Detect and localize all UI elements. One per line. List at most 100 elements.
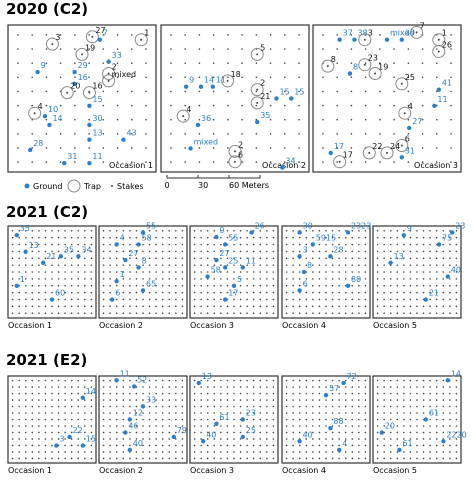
stake — [213, 457, 216, 460]
stake — [350, 48, 353, 50]
stake — [239, 392, 242, 395]
trap-marker — [45, 37, 59, 51]
trap-marker — [395, 77, 409, 91]
stake — [122, 444, 125, 447]
stake — [102, 161, 105, 163]
stake — [122, 451, 125, 453]
stake — [109, 305, 111, 308]
stake — [233, 399, 235, 401]
stake — [220, 451, 222, 453]
stake — [239, 438, 242, 440]
stake — [213, 405, 216, 408]
trap-marker — [28, 106, 42, 120]
stake — [84, 312, 86, 314]
stake — [84, 305, 86, 308]
stake — [338, 257, 340, 260]
stake — [239, 312, 242, 314]
stake — [84, 457, 86, 460]
stake — [435, 257, 438, 260]
stake — [116, 76, 119, 79]
stake — [24, 425, 27, 427]
stake — [455, 412, 458, 414]
stake — [44, 298, 47, 301]
stake — [18, 438, 20, 440]
stake — [396, 257, 399, 260]
stake — [220, 418, 222, 421]
ground-marker — [323, 392, 329, 398]
stake — [226, 451, 229, 453]
point-label: 29 — [78, 61, 88, 70]
stake — [115, 392, 118, 395]
stake — [122, 425, 125, 427]
stake — [102, 243, 105, 246]
ground-marker — [297, 254, 302, 259]
trap-center — [107, 79, 110, 82]
stake — [90, 431, 93, 434]
stake — [57, 271, 60, 273]
ground-marker — [445, 378, 450, 383]
stake — [168, 457, 171, 460]
stake — [364, 250, 367, 253]
stake — [148, 271, 151, 273]
stake — [344, 298, 347, 301]
stake — [44, 278, 47, 280]
stake — [38, 305, 40, 308]
stake — [129, 298, 131, 301]
stake — [51, 291, 53, 294]
stake — [198, 161, 201, 163]
trap-marker — [250, 83, 264, 97]
trap-center — [256, 53, 259, 56]
point-label: mixed — [112, 70, 137, 79]
stake — [351, 412, 354, 414]
panel — [281, 375, 371, 464]
stake — [115, 386, 118, 388]
stake — [115, 271, 118, 273]
point-label: 4 — [186, 105, 191, 114]
stake — [442, 405, 445, 408]
stake — [45, 76, 48, 79]
stake — [351, 291, 354, 294]
stake — [331, 405, 334, 408]
stake — [272, 243, 275, 246]
stake — [318, 451, 321, 453]
stake — [122, 312, 125, 314]
stake — [129, 271, 131, 273]
stake — [351, 271, 354, 273]
stake — [181, 379, 184, 382]
stake — [409, 312, 412, 314]
stake — [383, 444, 385, 447]
point-label: 4 — [408, 102, 413, 111]
stake — [351, 236, 354, 239]
stake — [298, 104, 300, 107]
stake — [115, 425, 118, 427]
stake — [259, 271, 262, 273]
stake — [227, 90, 229, 93]
stake — [90, 392, 93, 395]
stake — [226, 291, 229, 294]
stake — [338, 431, 340, 434]
stake — [450, 48, 452, 50]
stake — [116, 104, 119, 107]
stake — [442, 312, 445, 314]
stake — [272, 451, 275, 453]
stake — [51, 399, 53, 401]
stake — [344, 451, 347, 453]
point-label: 31 — [405, 146, 415, 155]
stake — [170, 104, 172, 107]
stake — [57, 278, 60, 280]
stake — [226, 230, 229, 232]
stake — [64, 250, 66, 253]
stake — [129, 250, 131, 253]
stake — [259, 298, 262, 301]
stake — [252, 236, 255, 239]
stake — [200, 444, 202, 447]
trap-center — [234, 160, 236, 163]
stake — [338, 305, 340, 308]
ground-marker — [198, 84, 204, 89]
stake — [11, 392, 14, 395]
stake — [407, 161, 410, 163]
stake — [44, 250, 47, 253]
stake — [155, 438, 157, 440]
ground-marker — [127, 417, 132, 422]
stake — [38, 278, 40, 280]
